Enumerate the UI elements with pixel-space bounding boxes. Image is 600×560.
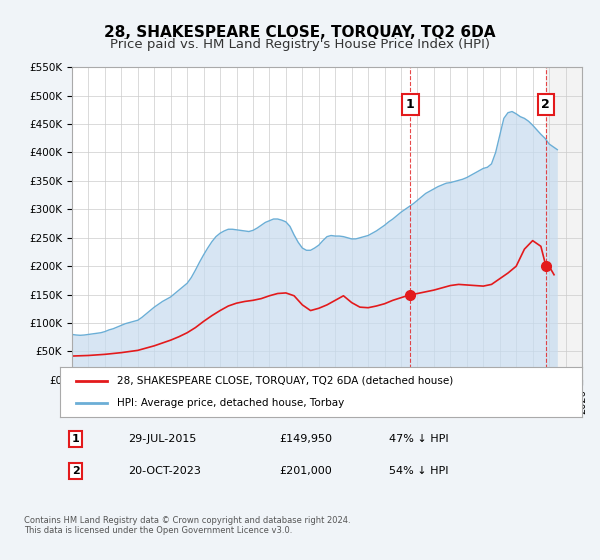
Text: Price paid vs. HM Land Registry's House Price Index (HPI): Price paid vs. HM Land Registry's House …	[110, 38, 490, 50]
Text: 28, SHAKESPEARE CLOSE, TORQUAY, TQ2 6DA: 28, SHAKESPEARE CLOSE, TORQUAY, TQ2 6DA	[104, 25, 496, 40]
Text: 54% ↓ HPI: 54% ↓ HPI	[389, 466, 448, 476]
Text: This data is licensed under the Open Government Licence v3.0.: This data is licensed under the Open Gov…	[24, 526, 292, 535]
Text: £201,000: £201,000	[279, 466, 332, 476]
Text: 1: 1	[406, 98, 415, 111]
Text: 29-JUL-2015: 29-JUL-2015	[128, 434, 196, 444]
Text: 20-OCT-2023: 20-OCT-2023	[128, 466, 201, 476]
Text: HPI: Average price, detached house, Torbay: HPI: Average price, detached house, Torb…	[118, 398, 344, 408]
Text: 2: 2	[72, 466, 80, 476]
Text: £149,950: £149,950	[279, 434, 332, 444]
Text: 28, SHAKESPEARE CLOSE, TORQUAY, TQ2 6DA (detached house): 28, SHAKESPEARE CLOSE, TORQUAY, TQ2 6DA …	[118, 376, 454, 386]
Text: 2: 2	[541, 98, 550, 111]
Text: Contains HM Land Registry data © Crown copyright and database right 2024.: Contains HM Land Registry data © Crown c…	[24, 516, 350, 525]
Bar	[546, 67, 582, 380]
Text: 47% ↓ HPI: 47% ↓ HPI	[389, 434, 448, 444]
Text: 1: 1	[72, 434, 80, 444]
